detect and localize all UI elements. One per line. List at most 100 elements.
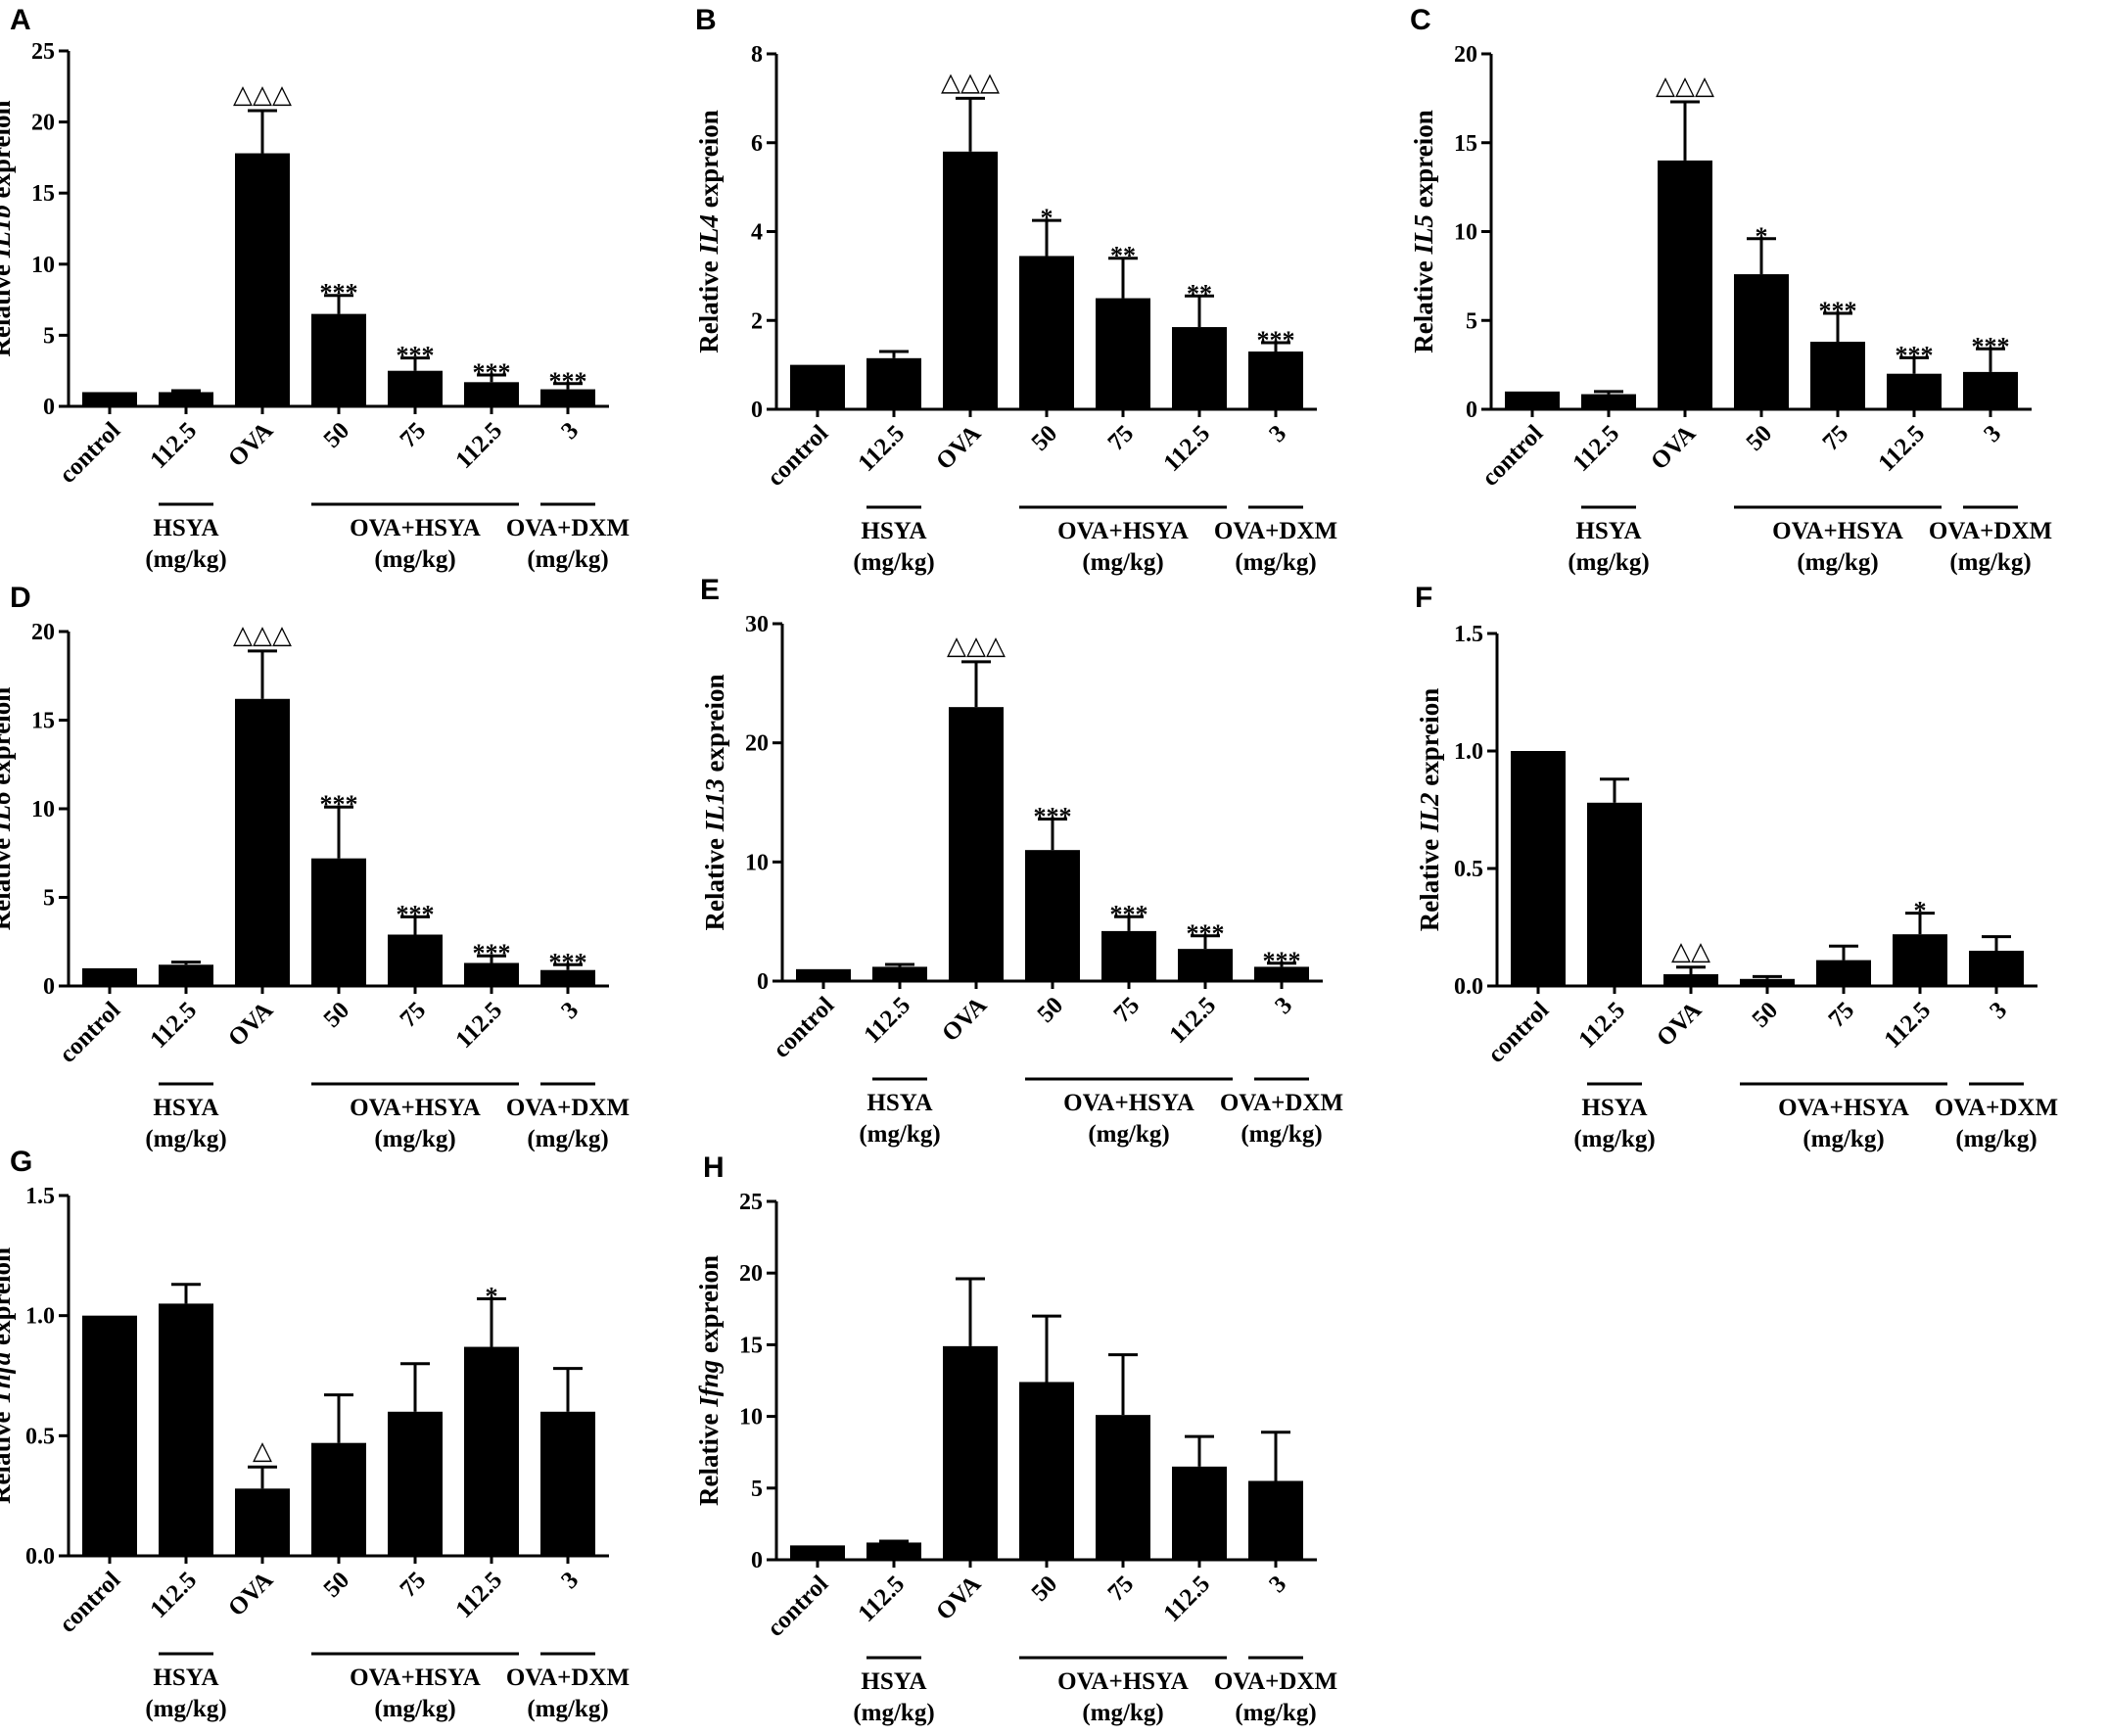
- y-tick-label: 6: [751, 131, 763, 157]
- significance-label: ***: [397, 900, 435, 928]
- bar: [464, 1346, 519, 1556]
- category-label: 112.5: [853, 420, 910, 477]
- category-label: 75: [1102, 1571, 1139, 1607]
- bar: [1178, 949, 1233, 981]
- category-label: 3: [1264, 420, 1291, 447]
- category-label: 50: [1026, 420, 1062, 456]
- group-label: OVA+DXM: [1929, 518, 2052, 544]
- bar: [790, 1545, 845, 1560]
- panel-b: B 0 2 4 6 8 Relative IL4 expreion control 112.5 △…: [694, 4, 1337, 576]
- y-tick-label: 30: [745, 612, 769, 637]
- y-tick-label: 10: [31, 253, 55, 278]
- bar: [311, 313, 366, 406]
- category-label: OVA: [931, 420, 986, 475]
- group-label: HSYA: [153, 515, 218, 541]
- significance-label: ***: [397, 342, 435, 370]
- bar: [1248, 1480, 1303, 1560]
- category-label: 75: [395, 997, 431, 1033]
- bar: [540, 389, 595, 406]
- bar: [1096, 298, 1150, 409]
- panel-letter: F: [1415, 582, 1432, 614]
- category-label: 75: [395, 1567, 431, 1603]
- bar: [311, 1442, 366, 1556]
- bar: [311, 858, 366, 986]
- group-label: (mg/kg): [374, 1696, 455, 1722]
- significance-label: *: [1914, 897, 1927, 925]
- y-axis-label: Relative IL1b expreion: [0, 101, 16, 357]
- category-label: 3: [1270, 992, 1297, 1019]
- significance-label: ***: [473, 939, 511, 967]
- significance-label: **: [1187, 279, 1212, 307]
- significance-label: ***: [1034, 803, 1072, 831]
- significance-label: △△: [1671, 937, 1710, 965]
- panel-a: A 0 5 10 15 20 25 Relative IL1b expreion control…: [0, 4, 630, 573]
- group-label: (mg/kg): [145, 1696, 226, 1722]
- category-label: 3: [556, 997, 584, 1024]
- significance-label: *: [1756, 222, 1768, 251]
- bar: [796, 968, 851, 981]
- panel-letter: G: [10, 1146, 32, 1178]
- bar: [464, 382, 519, 406]
- category-label: 112.5: [1879, 997, 1936, 1054]
- category-label: 75: [1823, 997, 1859, 1033]
- category-label: 75: [1817, 420, 1853, 456]
- category-label: 3: [556, 417, 584, 445]
- group-label: (mg/kg): [145, 1126, 226, 1152]
- group-label: OVA+HSYA: [350, 1095, 481, 1121]
- bar: [82, 392, 137, 406]
- category-label: 112.5: [1573, 997, 1630, 1054]
- y-tick-label: 15: [31, 709, 55, 734]
- category-label: control: [1476, 420, 1548, 492]
- category-label: control: [762, 420, 833, 492]
- y-tick-label: 10: [1454, 220, 1477, 246]
- group-label: (mg/kg): [1955, 1126, 2037, 1152]
- y-tick-label: 10: [745, 850, 769, 875]
- category-label: 3: [556, 1567, 584, 1594]
- bar: [464, 962, 519, 986]
- bar: [1587, 802, 1642, 986]
- group-label: (mg/kg): [1082, 549, 1163, 576]
- category-label: control: [762, 1571, 833, 1642]
- category-label: 112.5: [450, 417, 507, 474]
- group-label: (mg/kg): [1573, 1126, 1655, 1152]
- bar: [1969, 951, 2024, 986]
- panel-letter: H: [703, 1151, 725, 1184]
- group-label: OVA+HSYA: [1057, 518, 1189, 544]
- bar: [1963, 371, 2018, 409]
- panel-f: F 0.0 0.5 1.0 1.5 Relative IL2 expreion contro…: [1415, 582, 2058, 1152]
- bar: [1887, 373, 1942, 409]
- panel-c: C 0 5 10 15 20 Relative IL5 expreion control 112…: [1409, 4, 2052, 576]
- group-label: HSYA: [861, 1668, 926, 1695]
- category-label: 112.5: [145, 1567, 202, 1623]
- significance-label: ***: [549, 367, 587, 396]
- bar: [159, 1303, 213, 1556]
- bar: [388, 934, 443, 986]
- bar: [82, 1315, 137, 1556]
- bar: [790, 364, 845, 409]
- y-tick-label: 0.0: [25, 1544, 55, 1570]
- significance-label: *: [486, 1282, 498, 1310]
- panel-letter: A: [10, 4, 31, 36]
- bar: [1581, 394, 1636, 409]
- group-label: (mg/kg): [1568, 549, 1649, 576]
- bar: [1505, 391, 1560, 409]
- significance-label: ***: [1819, 297, 1857, 325]
- category-label: OVA: [223, 417, 278, 472]
- bar: [82, 967, 137, 986]
- y-axis-label: Relative IL13 expreion: [700, 675, 729, 931]
- y-tick-label: 25: [739, 1190, 763, 1215]
- panel-letter: C: [1410, 4, 1431, 36]
- category-label: OVA: [223, 997, 278, 1052]
- group-label: (mg/kg): [853, 549, 934, 576]
- group-label: (mg/kg): [859, 1121, 940, 1148]
- category-label: 50: [318, 417, 354, 453]
- significance-label: ***: [1187, 919, 1225, 948]
- y-tick-label: 0.5: [1454, 857, 1483, 882]
- group-label: (mg/kg): [1803, 1126, 1884, 1152]
- group-label: HSYA: [866, 1090, 932, 1116]
- group-label: (mg/kg): [1797, 549, 1878, 576]
- group-label: OVA+HSYA: [1772, 518, 1903, 544]
- y-tick-label: 2: [751, 308, 763, 334]
- bar: [943, 1345, 998, 1560]
